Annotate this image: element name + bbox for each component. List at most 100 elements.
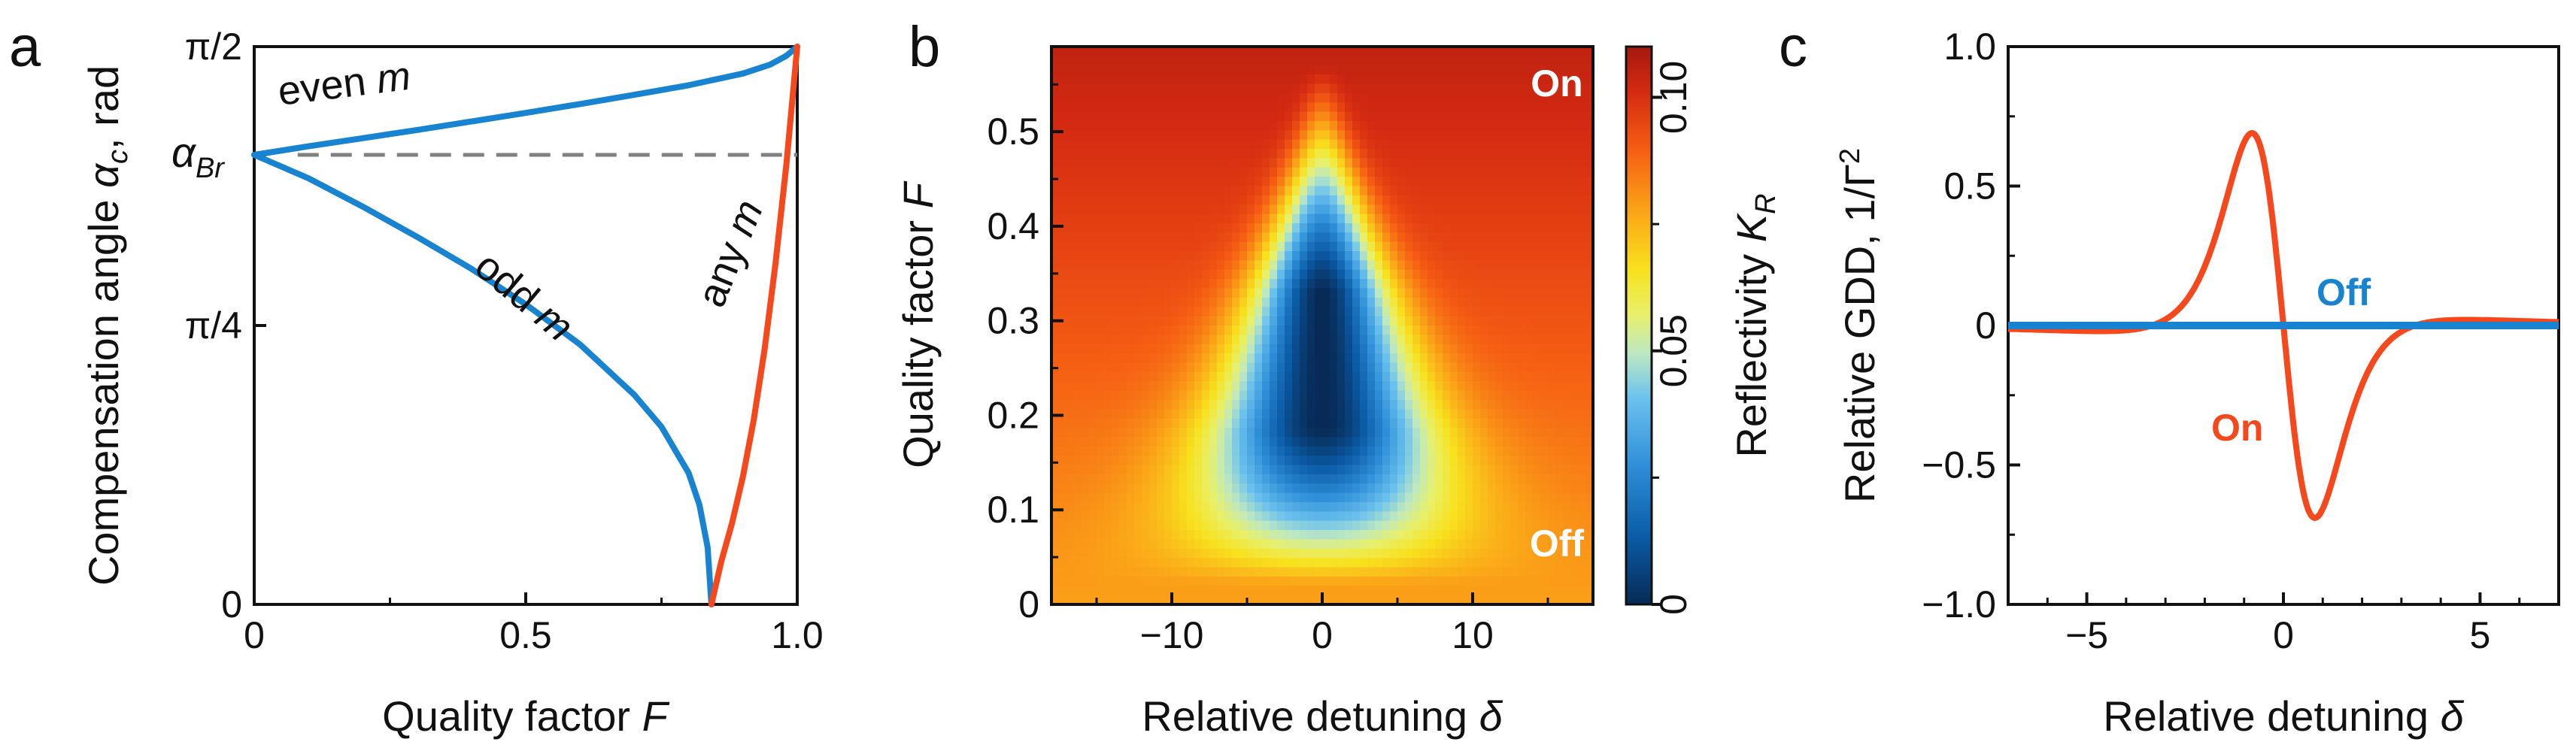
heatmap-cell xyxy=(1285,213,1293,224)
heatmap-cell xyxy=(1412,428,1421,438)
heatmap-cell xyxy=(1051,390,1060,401)
heatmap-cell xyxy=(1127,241,1135,252)
heatmap-cell xyxy=(1059,241,1067,252)
heatmap-cell xyxy=(1277,530,1285,541)
heatmap-cell xyxy=(1548,241,1556,252)
heatmap-cell xyxy=(1405,120,1413,131)
heatmap-cell xyxy=(1352,595,1361,605)
heatmap-cell xyxy=(1315,409,1323,419)
heatmap-cell xyxy=(1307,139,1315,150)
heatmap-cell xyxy=(1337,269,1346,280)
heatmap-cell xyxy=(1239,511,1248,522)
heatmap-cell xyxy=(1488,501,1496,512)
heatmap-cell xyxy=(1262,483,1270,494)
heatmap-cell xyxy=(1179,399,1188,410)
heatmap-cell xyxy=(1405,111,1413,122)
heatmap-cell xyxy=(1518,288,1526,298)
heatmap-cell xyxy=(1067,362,1075,373)
heatmap-cell xyxy=(1510,474,1519,484)
heatmap-cell xyxy=(1142,307,1150,317)
heatmap-cell xyxy=(1525,362,1534,373)
heatmap-cell xyxy=(1330,326,1338,335)
heatmap-cell xyxy=(1104,130,1112,141)
heatmap-cell xyxy=(1390,409,1398,419)
heatmap-cell xyxy=(1209,83,1218,94)
heatmap-cell xyxy=(1270,399,1278,410)
heatmap-cell xyxy=(1209,177,1218,187)
heatmap-cell xyxy=(1097,548,1105,559)
heatmap-cell xyxy=(1420,576,1428,586)
heatmap-cell xyxy=(1300,371,1308,382)
heatmap-cell xyxy=(1082,539,1090,550)
heatmap-cell xyxy=(1322,241,1330,252)
heatmap-cell xyxy=(1202,102,1210,113)
heatmap-cell xyxy=(1172,428,1180,438)
heatmap-cell xyxy=(1187,530,1195,541)
heatmap-cell xyxy=(1435,483,1443,494)
heatmap-cell xyxy=(1262,186,1270,196)
heatmap-cell xyxy=(1157,576,1165,586)
heatmap-cell xyxy=(1292,362,1300,373)
heatmap-cell xyxy=(1488,241,1496,252)
heatmap-cell xyxy=(1247,251,1255,262)
heatmap-cell xyxy=(1074,74,1082,85)
heatmap-cell xyxy=(1164,65,1173,75)
heatmap-cell xyxy=(1074,326,1082,335)
heatmap-cell xyxy=(1179,446,1188,456)
heatmap-cell xyxy=(1194,548,1203,559)
heatmap-cell xyxy=(1525,204,1534,215)
panel-c-lines xyxy=(2006,130,2561,521)
heatmap-cell xyxy=(1239,223,1248,233)
heatmap-cell xyxy=(1134,344,1142,354)
heatmap-cell xyxy=(1435,511,1443,522)
heatmap-cell xyxy=(1322,111,1330,122)
heatmap-cell xyxy=(1495,204,1503,215)
heatmap-cell xyxy=(1390,279,1398,289)
heatmap-cell xyxy=(1164,326,1173,335)
heatmap-cell xyxy=(1067,409,1075,419)
heatmap-cell xyxy=(1217,586,1225,596)
heatmap-cell xyxy=(1465,83,1473,94)
heatmap-cell xyxy=(1322,409,1330,419)
heatmap-cell xyxy=(1239,83,1248,94)
heatmap-cell xyxy=(1051,130,1060,141)
heatmap-cell xyxy=(1149,399,1158,410)
heatmap-cell xyxy=(1247,195,1255,205)
heatmap-cell xyxy=(1277,353,1285,364)
heatmap-cell xyxy=(1067,483,1075,494)
heatmap-cell xyxy=(1330,213,1338,224)
heatmap-cell xyxy=(1458,381,1466,392)
heatmap-cell xyxy=(1209,251,1218,262)
heatmap-cell xyxy=(1217,353,1225,364)
heatmap-cell xyxy=(1548,223,1556,233)
heatmap-cell xyxy=(1578,232,1586,243)
heatmap-cell xyxy=(1570,399,1579,410)
heatmap-cell xyxy=(1375,65,1383,75)
heatmap-cell xyxy=(1488,483,1496,494)
heatmap-cell xyxy=(1412,223,1421,233)
heatmap-cell xyxy=(1277,102,1285,113)
heatmap-cell xyxy=(1179,223,1188,233)
heatmap-cell xyxy=(1382,120,1391,131)
heatmap-cell xyxy=(1239,474,1248,484)
heatmap-cell xyxy=(1089,260,1097,271)
heatmap-cell xyxy=(1307,437,1315,447)
heatmap-cell xyxy=(1255,149,1263,159)
heatmap-cell xyxy=(1300,446,1308,456)
heatmap-cell xyxy=(1570,586,1579,596)
heatmap-cell xyxy=(1224,297,1233,307)
heatmap-cell xyxy=(1127,399,1135,410)
heatmap-cell xyxy=(1345,139,1353,150)
heatmap-cell xyxy=(1555,437,1564,447)
heatmap-cell xyxy=(1367,456,1376,466)
heatmap-cell xyxy=(1059,149,1067,159)
heatmap-cell xyxy=(1247,177,1255,187)
heatmap-cell xyxy=(1473,307,1481,317)
heatmap-cell xyxy=(1563,465,1571,475)
heatmap-cell xyxy=(1412,520,1421,531)
heatmap-cell xyxy=(1473,316,1481,326)
heatmap-cell xyxy=(1285,586,1293,596)
heatmap-cell xyxy=(1194,279,1203,289)
heatmap-cell xyxy=(1540,548,1549,559)
heatmap-cell xyxy=(1232,47,1240,56)
